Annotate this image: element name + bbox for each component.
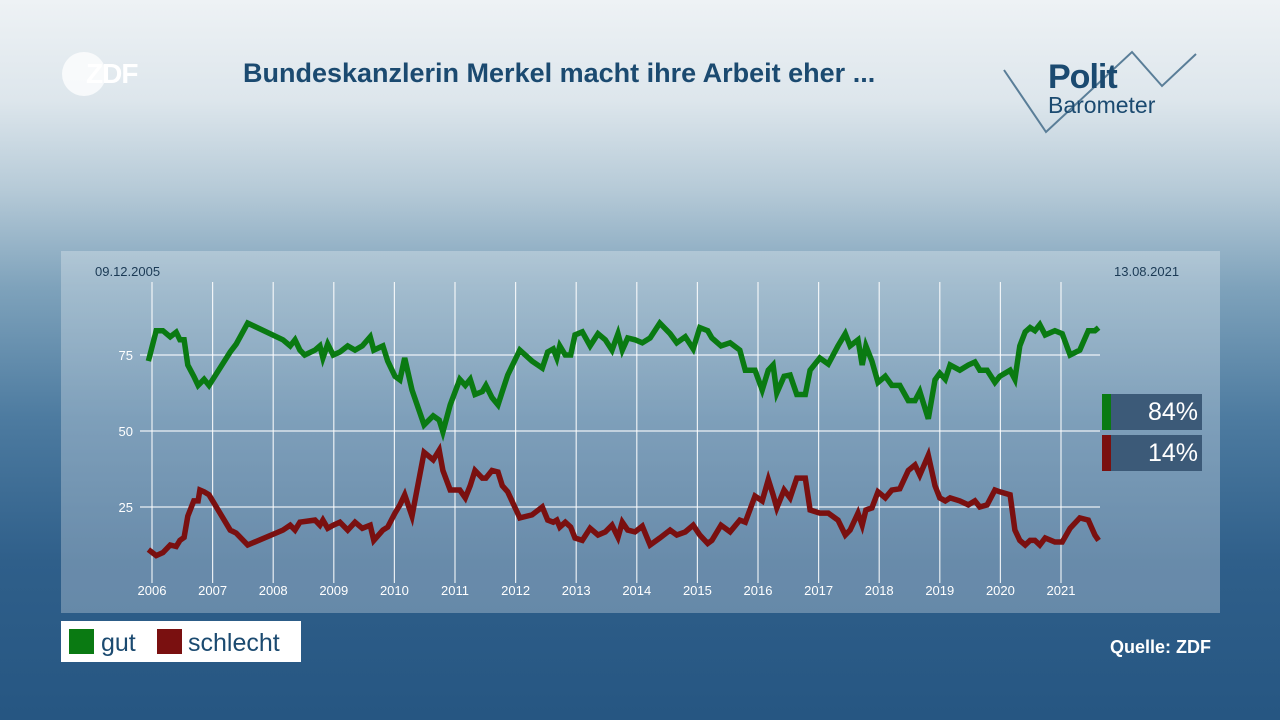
logo-line1: Polit: [1048, 58, 1118, 96]
y-tick-label: 75: [119, 348, 133, 363]
logo-line2: Barometer: [1048, 92, 1156, 118]
zdf-logo-text: ZDF: [86, 58, 138, 89]
x-tick-label: 2019: [925, 583, 954, 598]
legend-label-schlecht: schlecht: [188, 629, 280, 657]
legend: gut schlecht: [61, 621, 301, 662]
chart-panel: [61, 251, 1220, 613]
end-date-label: 13.08.2021: [1114, 264, 1180, 279]
x-tick-label: 2015: [683, 583, 712, 598]
x-tick-label: 2009: [319, 583, 348, 598]
x-tick-label: 2008: [259, 583, 288, 598]
x-tick-label: 2010: [380, 583, 409, 598]
zdf-logo-circle: [62, 52, 106, 96]
end-value-gut-text: 84%: [1147, 398, 1198, 426]
x-tick-label: 2012: [501, 583, 530, 598]
x-tick-label: 2014: [622, 583, 651, 598]
x-tick-label: 2006: [138, 583, 167, 598]
zdf-logo: ZDF: [62, 52, 144, 96]
x-tick-label: 2018: [865, 583, 894, 598]
x-tick-label: 2011: [441, 583, 469, 598]
series-line-schlecht: [146, 442, 1101, 559]
y-tick-label: 25: [119, 500, 133, 515]
x-tick-label: 2017: [804, 583, 833, 598]
series-line-gut: [145, 318, 1101, 442]
end-value-schlecht: 14%: [1102, 435, 1202, 471]
x-tick-label: 2007: [198, 583, 227, 598]
x-tick-label: 2016: [744, 583, 773, 598]
x-tick-label: 2020: [986, 583, 1015, 598]
end-value-schlecht-marker: [1102, 435, 1111, 471]
legend-swatch-schlecht: [157, 629, 182, 654]
page-title: Bundeskanzlerin Merkel macht ihre Arbeit…: [243, 58, 876, 88]
x-tick-label: 2021: [1047, 583, 1076, 598]
x-tick-label: 2013: [562, 583, 591, 598]
legend-swatch-gut: [69, 629, 94, 654]
end-value-gut: 84%: [1102, 394, 1202, 430]
source-label: Quelle: ZDF: [1110, 637, 1212, 657]
y-tick-label: 50: [119, 424, 133, 439]
end-value-schlecht-text: 14%: [1147, 439, 1198, 467]
politbarometer-logo: Polit Barometer: [1000, 48, 1200, 138]
legend-label-gut: gut: [101, 629, 136, 657]
logo-zigzag: [1003, 50, 1197, 134]
start-date-label: 09.12.2005: [95, 264, 161, 279]
end-value-gut-marker: [1102, 394, 1111, 430]
